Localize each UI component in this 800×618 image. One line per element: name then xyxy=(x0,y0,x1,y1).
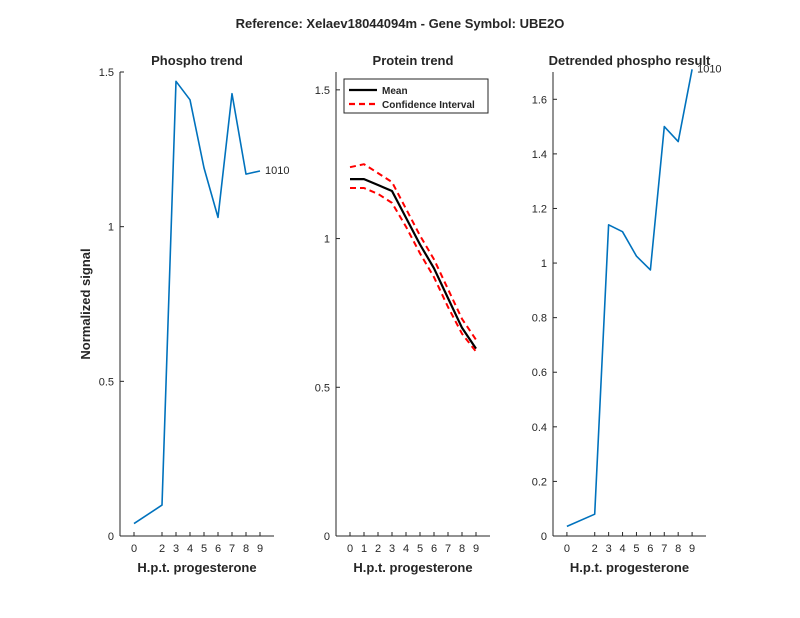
x-tick-label: 0 xyxy=(347,543,353,555)
x-tick-label: 3 xyxy=(606,543,612,555)
y-tick-label: 1 xyxy=(108,222,114,234)
y-tick-label: 1.4 xyxy=(532,149,547,161)
legend: Mean Confidence Interval xyxy=(343,78,489,114)
y-tick-label: 0.5 xyxy=(315,382,330,394)
y-tick-label: 1.5 xyxy=(315,85,330,97)
x-tick-label: 7 xyxy=(229,543,235,555)
y-tick-label: 1.5 xyxy=(99,67,114,79)
x-tick-label: 7 xyxy=(661,543,667,555)
x-tick-label: 5 xyxy=(633,543,639,555)
x-tick-label: 9 xyxy=(689,543,695,555)
x-axis-label: H.p.t. progesterone xyxy=(570,560,689,575)
x-tick-label: 4 xyxy=(187,543,193,555)
y-tick-label: 0.6 xyxy=(532,367,547,379)
panel-3: Detrended phospho result 0 0.2 0.4 0.6 0.8 1 1.… xyxy=(532,53,722,575)
x-tick-label: 5 xyxy=(417,543,423,555)
x-tick-label: 4 xyxy=(619,543,625,555)
y-tick-label: 0.5 xyxy=(99,376,114,388)
y-tick-label: 0.4 xyxy=(532,422,547,434)
series-line-3 xyxy=(350,187,477,353)
x-tick-label: 6 xyxy=(647,543,653,555)
y-tick-label: 1.6 xyxy=(532,94,547,106)
x-tick-label: 5 xyxy=(201,543,207,555)
x-tick-label: 6 xyxy=(431,543,437,555)
panel-1: Phospho trend 0 0.5 1 1.5 0 2 3 4 5 6 7 8 9H.p.t. pro… xyxy=(78,53,289,575)
series-line-1 xyxy=(566,69,693,528)
x-tick-label: 8 xyxy=(675,543,681,555)
series-line-2 xyxy=(349,163,477,341)
y-tick-label: 1 xyxy=(541,258,547,270)
y-tick-label: 1 xyxy=(324,234,330,246)
x-tick-label: 2 xyxy=(159,543,165,555)
y-tick-label: 0.2 xyxy=(532,476,547,488)
panel-title: Protein trend xyxy=(373,53,454,68)
x-tick-label: 0 xyxy=(131,543,137,555)
y-tick-label: 1.2 xyxy=(532,203,547,215)
x-tick-label: 8 xyxy=(459,543,465,555)
series-end-label: 1010 xyxy=(265,165,289,177)
x-tick-label: 3 xyxy=(173,543,179,555)
x-tick-label: 2 xyxy=(375,543,381,555)
x-tick-label: 7 xyxy=(445,543,451,555)
legend-box xyxy=(343,78,489,114)
legend-label-1: Mean xyxy=(382,86,408,97)
series-line-1 xyxy=(133,80,261,525)
x-tick-label: 4 xyxy=(403,543,409,555)
x-tick-label: 9 xyxy=(257,543,263,555)
y-tick-label: 0 xyxy=(324,531,330,543)
legend-label-2: Confidence Interval xyxy=(382,100,475,111)
series-line-1 xyxy=(350,178,477,350)
x-tick-label: 2 xyxy=(592,543,598,555)
panel-title: Detrended phospho result xyxy=(549,53,711,68)
panel-title: Phospho trend xyxy=(151,53,243,68)
x-axis-label: H.p.t. progesterone xyxy=(137,560,256,575)
y-axis-label: Normalized signal xyxy=(78,248,93,359)
x-tick-label: 3 xyxy=(389,543,395,555)
x-tick-label: 9 xyxy=(473,543,479,555)
x-tick-label: 1 xyxy=(361,543,367,555)
y-tick-label: 0 xyxy=(541,531,547,543)
x-axis-label: H.p.t. progesterone xyxy=(353,560,472,575)
figure-title: Reference: Xelaev18044094m - Gene Symbol… xyxy=(236,16,565,31)
y-tick-label: 0 xyxy=(108,531,114,543)
series-end-label: 1010 xyxy=(697,63,721,75)
x-tick-label: 8 xyxy=(243,543,249,555)
y-tick-label: 0.8 xyxy=(532,313,547,325)
x-tick-label: 6 xyxy=(215,543,221,555)
x-tick-label: 0 xyxy=(564,543,570,555)
